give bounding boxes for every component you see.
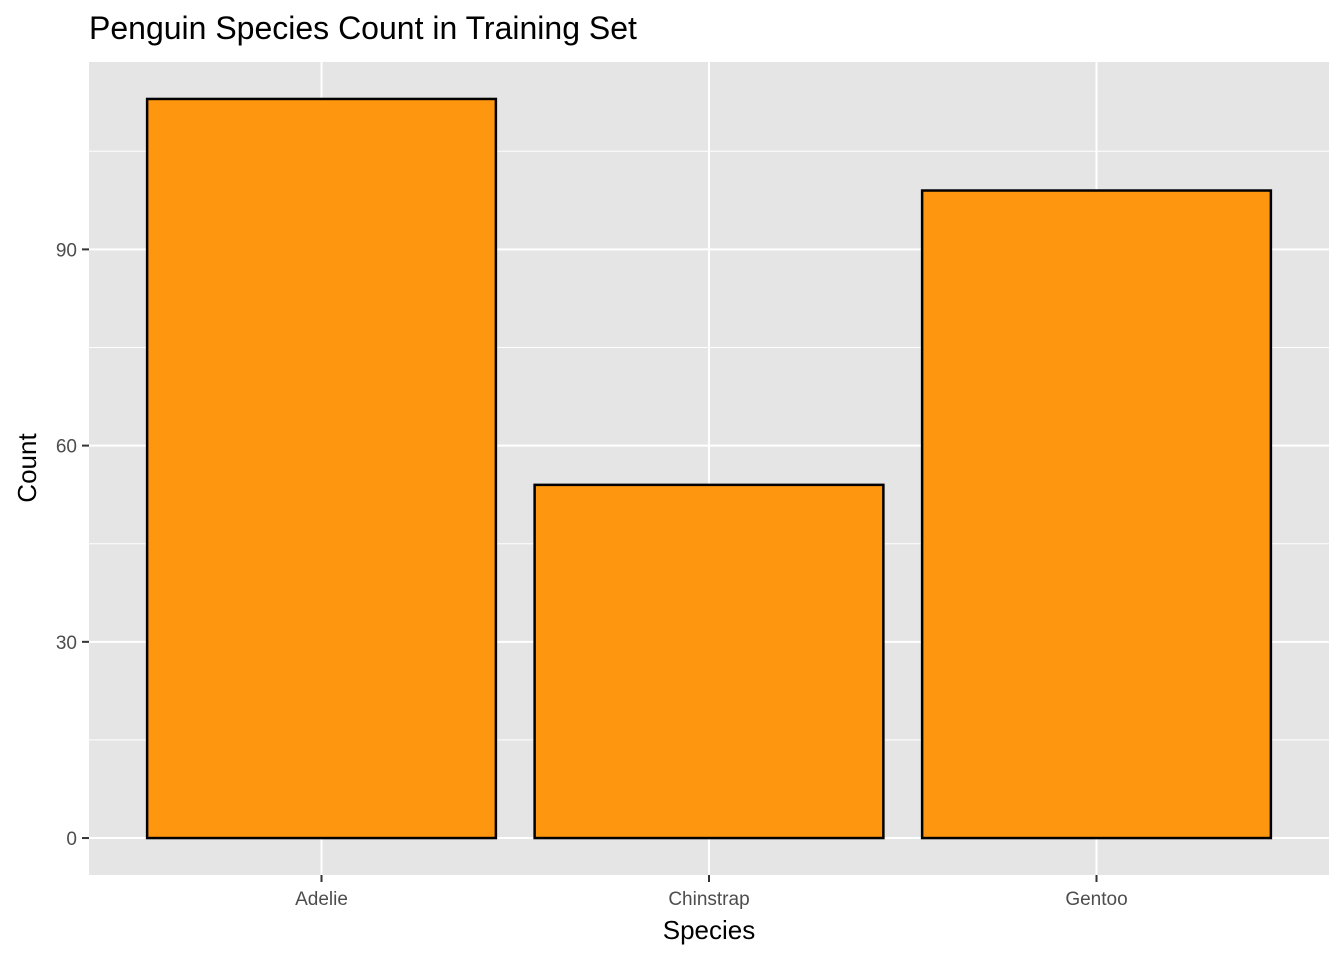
x-axis-title: Species [663, 915, 756, 945]
x-tick-label: Adelie [295, 889, 348, 910]
x-tick-label: Gentoo [1065, 889, 1127, 910]
y-axis: 0 30 60 90 [56, 240, 89, 850]
x-axis: Adelie Chinstrap Gentoo [295, 875, 1128, 910]
bar-gentoo [920, 189, 1273, 840]
y-tick-label: 0 [66, 829, 77, 850]
bar-adelie [145, 97, 498, 840]
y-axis-title: Count [12, 433, 42, 503]
x-tick-label: Chinstrap [668, 889, 749, 910]
chart-title: Penguin Species Count in Training Set [89, 10, 637, 46]
y-tick-label: 90 [56, 240, 77, 261]
bars [145, 97, 1273, 840]
y-tick-label: 60 [56, 437, 77, 458]
bar-chinstrap [533, 483, 885, 840]
y-tick-label: 30 [56, 633, 77, 654]
